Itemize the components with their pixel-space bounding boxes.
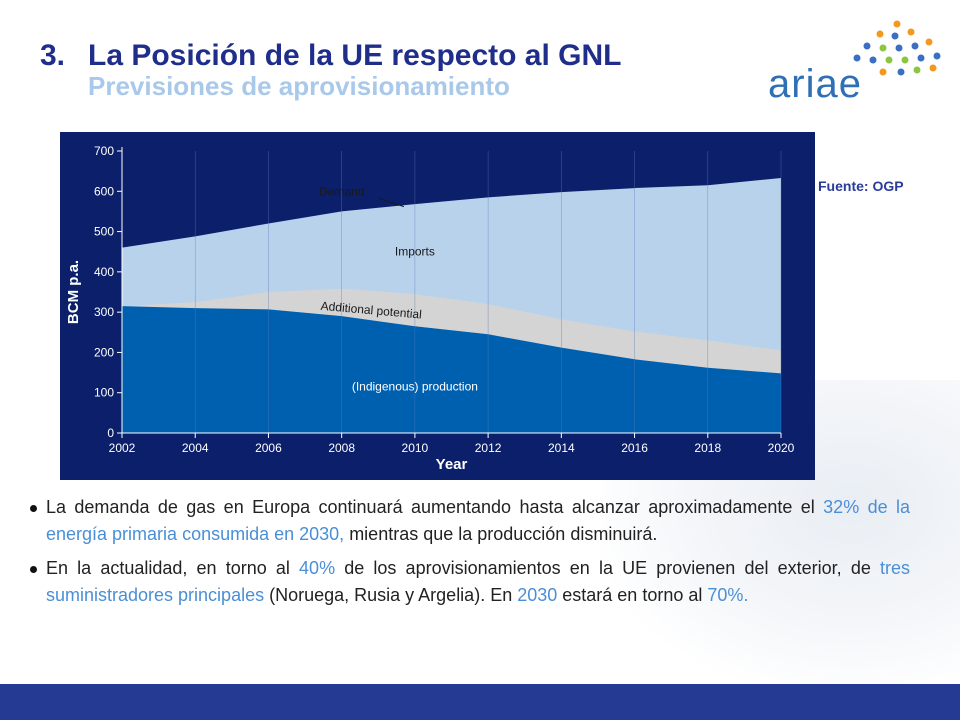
bullet-text: La demanda de gas en Europa continuará a… (40, 494, 910, 548)
chart-panel: 0 100 200 300 400 500 600 700 2002 2004 2006 2008 20… (60, 132, 815, 480)
chart-annotation: Imports (395, 245, 435, 259)
y-tick-label: 700 (94, 144, 114, 158)
y-tick-label: 0 (107, 426, 114, 440)
source-label: Fuente: OGP (818, 178, 904, 194)
x-tick-label: 2016 (621, 441, 648, 455)
bullet-highlight: tres suministradores principales (46, 558, 911, 605)
slide-number: 3. (40, 39, 66, 72)
x-tick-label: 2012 (475, 441, 502, 455)
ariae-logo-dots-icon (853, 20, 941, 76)
demand-pointer (378, 197, 405, 208)
chart-annotation: (Indigenous) production (352, 380, 478, 394)
slide-title-text: La Posición de la UE respecto al GNL (88, 39, 622, 72)
bullet-segment: En la actualidad, en torno al (46, 558, 300, 578)
x-tick-label: 2004 (182, 441, 209, 455)
y-tick-label: 400 (94, 265, 114, 279)
bullet-item: En la actualidad, en torno al 40% de los… (30, 555, 910, 609)
y-tick-label: 600 (94, 184, 114, 198)
bullet-item: La demanda de gas en Europa continuará a… (30, 494, 910, 548)
bullet-highlight: 40% (299, 558, 336, 578)
bullet-list: La demanda de gas en Europa continuará a… (30, 494, 910, 616)
bullet-segment: La demanda de gas en Europa continuará a… (46, 497, 824, 517)
production-area (122, 306, 781, 433)
y-tick-label: 500 (94, 225, 114, 239)
x-tick-label: 2020 (768, 441, 795, 455)
slide-subtitle: Previsiones de aprovisionamiento (88, 71, 510, 101)
x-tick-label: 2014 (548, 441, 575, 455)
x-axis-label: Year (436, 456, 468, 473)
bullet-highlight: 70%. (707, 585, 749, 605)
bullet-segment: mientras que la producción disminuirá. (344, 524, 658, 544)
x-tick-label: 2002 (109, 441, 136, 455)
y-axis-label: BCM p.a. (65, 260, 82, 324)
ariae-logo-text: ariae (768, 62, 862, 106)
x-tick-label: 2010 (402, 441, 429, 455)
bullet-text: En la actualidad, en torno al 40% de los… (40, 555, 910, 609)
footer-bar (0, 684, 960, 720)
area-chart: 0 100 200 300 400 500 600 700 2002 2004 2006 2008 20… (65, 144, 795, 473)
x-tick-label: 2008 (328, 441, 355, 455)
bullet-segment: (Noruega, Rusia y Argelia). En (264, 585, 518, 605)
bullet-highlight: 32% de la energía primaria consumida en … (46, 497, 911, 544)
bullet-segment: de los aprovisionamientos en la UE provi… (335, 558, 880, 578)
y-tick-label: 200 (94, 345, 114, 359)
bullet-dot-icon (30, 494, 40, 548)
chart-annotation: Demand (319, 184, 364, 198)
slide-title: 3. La Posición de la UE respecto al GNL (40, 40, 621, 72)
bullet-highlight: 2030 (517, 585, 558, 605)
x-tick-label: 2006 (255, 441, 282, 455)
bullet-dot-icon (30, 555, 40, 609)
y-tick-label: 100 (94, 386, 114, 400)
x-tick-label: 2018 (694, 441, 721, 455)
bullet-segment: estará en torno al (557, 585, 708, 605)
y-tick-label: 300 (94, 305, 114, 319)
